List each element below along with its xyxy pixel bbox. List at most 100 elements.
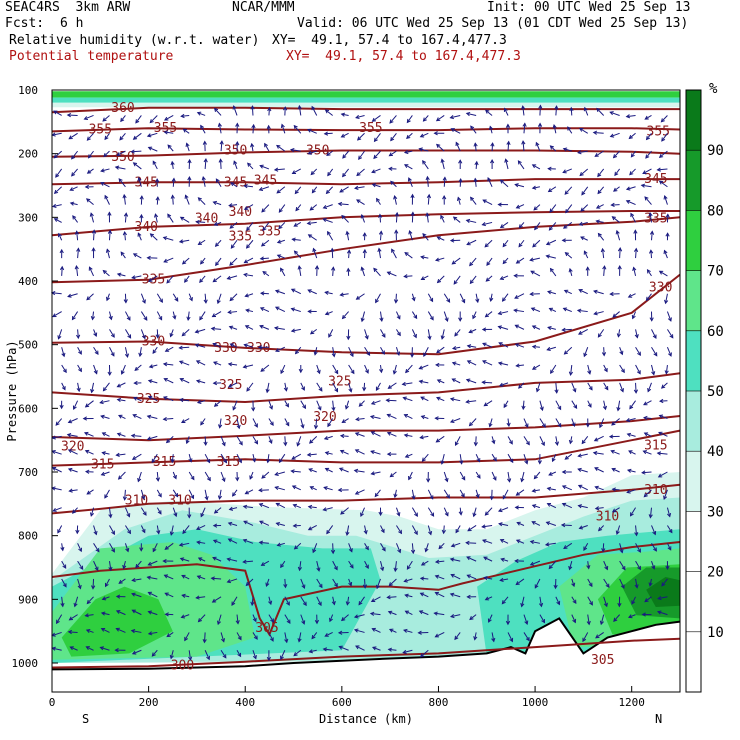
wind-vector <box>67 418 78 424</box>
wind-vector <box>354 185 365 190</box>
wind-vector <box>85 198 94 205</box>
wind-vector <box>162 558 174 564</box>
wind-vector <box>102 269 110 277</box>
wind-vector <box>659 398 668 404</box>
theta-label-bg <box>595 510 621 523</box>
wind-vector <box>131 275 142 280</box>
wind-vector <box>268 436 273 445</box>
wind-vector <box>146 255 158 260</box>
wind-vector <box>163 130 174 135</box>
wind-vector <box>419 592 429 598</box>
theta-label-bg <box>213 341 239 354</box>
theta-contour-325 <box>51 372 681 404</box>
wind-vector <box>123 293 128 304</box>
wind-vector <box>170 454 175 464</box>
wind-vector <box>619 364 625 374</box>
wind-vector <box>294 186 302 195</box>
wind-vector <box>378 507 383 517</box>
theta-contour-335 <box>51 216 681 284</box>
wind-vector <box>370 431 381 437</box>
wind-vector <box>465 540 477 545</box>
wind-vector <box>615 525 621 536</box>
wind-vector <box>156 311 163 321</box>
wind-vector <box>436 236 445 241</box>
wind-vector <box>68 614 78 621</box>
wind-vector <box>316 561 321 572</box>
wind-vector <box>265 382 270 394</box>
wind-vector <box>423 346 429 358</box>
wind-vector <box>261 204 270 213</box>
wind-vector <box>86 596 94 605</box>
wind-vector <box>124 543 130 553</box>
wind-vector <box>246 382 254 392</box>
wind-vector <box>116 150 126 156</box>
wind-vector <box>484 311 493 318</box>
wind-vector <box>533 471 541 480</box>
wind-vector <box>435 435 445 443</box>
wind-vector <box>251 400 256 412</box>
wind-vector <box>594 150 604 157</box>
wind-vector <box>645 132 652 141</box>
wind-vector <box>211 596 222 603</box>
wind-vector <box>355 645 365 651</box>
wind-vector <box>155 196 160 205</box>
wind-vector <box>164 346 174 352</box>
wind-vector <box>56 614 63 625</box>
wind-vector <box>188 650 193 661</box>
wind-vector <box>132 162 142 170</box>
wind-vector <box>146 414 158 420</box>
wind-vector <box>666 543 672 551</box>
wind-vector <box>181 593 190 598</box>
wind-vector <box>552 123 557 134</box>
wind-vector <box>312 543 318 554</box>
wind-vector <box>459 293 466 304</box>
wind-vector <box>194 328 206 334</box>
wind-vector <box>503 400 509 409</box>
wind-vector <box>166 275 174 284</box>
wind-vector <box>195 219 206 225</box>
wind-vector <box>364 543 369 551</box>
theta-label-330: 330 <box>142 334 165 349</box>
wind-vector <box>291 485 301 491</box>
wind-vector <box>260 239 270 247</box>
wind-vector <box>651 560 656 570</box>
wind-vector <box>115 452 126 457</box>
wind-vector <box>137 471 142 483</box>
wind-vector <box>250 142 255 152</box>
wind-vector <box>534 578 541 589</box>
wind-vector <box>227 382 238 388</box>
theta-label-350: 350 <box>224 143 247 158</box>
wind-vector <box>348 364 355 375</box>
wind-vector <box>250 105 255 116</box>
wind-vector <box>132 414 142 419</box>
wind-vector <box>390 180 397 188</box>
wind-vector <box>85 646 94 651</box>
wind-vector <box>100 627 110 633</box>
wind-vector <box>260 560 270 566</box>
x-axis-label: Distance (km) <box>319 712 413 726</box>
wind-vector <box>455 525 461 534</box>
wind-vector <box>230 182 238 188</box>
wind-vector <box>197 614 206 623</box>
wind-vector <box>213 107 222 116</box>
wind-vector <box>311 632 318 640</box>
wind-vector <box>630 150 636 158</box>
wind-vector <box>481 380 493 385</box>
wind-vector <box>163 257 174 263</box>
wind-vector <box>603 578 610 589</box>
wind-vector <box>530 307 541 313</box>
wind-vector <box>609 291 620 297</box>
wind-vector <box>422 160 429 170</box>
wind-vector <box>344 400 350 410</box>
wind-vector <box>181 329 190 337</box>
wind-vector <box>109 525 115 536</box>
wind-vector <box>643 415 652 421</box>
wind-vector <box>599 418 605 429</box>
wind-vector <box>370 400 381 405</box>
wind-vector <box>67 629 78 635</box>
wind-vector <box>388 578 397 587</box>
wind-vector <box>313 418 319 430</box>
wind-vector <box>331 400 336 412</box>
wind-vector <box>252 650 257 660</box>
wind-vector <box>200 418 206 426</box>
